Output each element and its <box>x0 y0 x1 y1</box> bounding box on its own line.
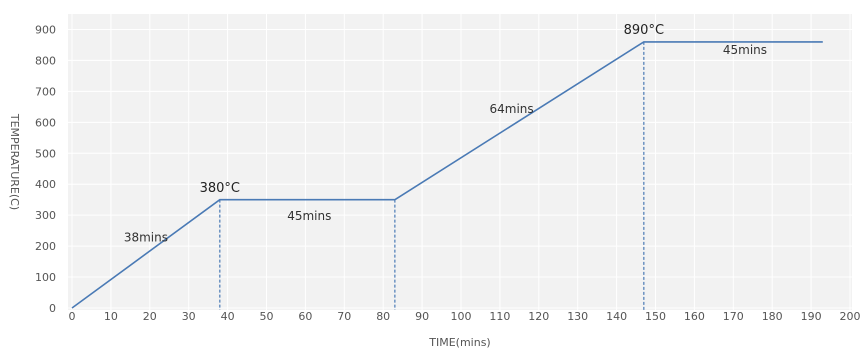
y-tick-label: 0 <box>49 302 56 315</box>
x-tick-label: 190 <box>801 310 822 323</box>
x-tick-label: 110 <box>489 310 510 323</box>
x-tick-label: 100 <box>451 310 472 323</box>
x-tick-label: 60 <box>298 310 312 323</box>
temperature-annotation: 380°C <box>200 181 240 196</box>
y-tick-label: 500 <box>35 147 56 160</box>
x-tick-label: 80 <box>376 310 390 323</box>
x-tick-label: 10 <box>104 310 118 323</box>
annotations: 38mins 380°C 45mins 64mins 890°C 45mins <box>124 23 767 244</box>
x-tick-label: 40 <box>221 310 235 323</box>
x-tick-label: 70 <box>337 310 351 323</box>
tick-labels: 0 10 20 30 40 50 60 70 80 90 100 110 120 130 140 150 160… <box>35 23 861 323</box>
duration-annotation: 45mins <box>723 43 767 57</box>
x-tick-label: 90 <box>415 310 429 323</box>
x-tick-label: 0 <box>69 310 76 323</box>
temperature-annotation: 890°C <box>624 23 664 38</box>
duration-annotation: 45mins <box>287 209 331 223</box>
y-axis-title: TEMPERATURE(C) <box>8 113 21 210</box>
series-group <box>71 41 823 309</box>
duration-annotation: 38mins <box>124 230 168 244</box>
x-tick-label: 30 <box>182 310 196 323</box>
x-tick-label: 180 <box>762 310 783 323</box>
plot-background <box>68 14 852 310</box>
x-tick-label: 150 <box>645 310 666 323</box>
x-tick-label: 170 <box>723 310 744 323</box>
grid-lines <box>68 14 852 310</box>
x-tick-label: 120 <box>528 310 549 323</box>
x-tick-label: 160 <box>684 310 705 323</box>
x-tick-label: 200 <box>840 310 861 323</box>
y-tick-label: 300 <box>35 209 56 222</box>
x-tick-label: 20 <box>143 310 157 323</box>
y-tick-label: 400 <box>35 178 56 191</box>
vertical-markers <box>219 41 645 310</box>
x-tick-label: 140 <box>606 310 627 323</box>
x-axis-title: TIME(mins) <box>428 336 490 349</box>
x-tick-label: 50 <box>260 310 274 323</box>
y-tick-label: 800 <box>35 54 56 67</box>
duration-annotation: 64mins <box>489 102 533 116</box>
y-tick-label: 900 <box>35 23 56 36</box>
x-tick-label: 130 <box>567 310 588 323</box>
series-line <box>71 41 823 309</box>
y-tick-label: 600 <box>35 116 56 129</box>
y-tick-label: 700 <box>35 85 56 98</box>
y-tick-label: 100 <box>35 271 56 284</box>
y-tick-label: 200 <box>35 240 56 253</box>
